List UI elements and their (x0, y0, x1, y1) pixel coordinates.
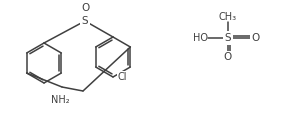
Text: O: O (81, 3, 89, 13)
Text: NH₂: NH₂ (51, 95, 69, 105)
Text: CH₃: CH₃ (219, 12, 237, 22)
Text: S: S (82, 16, 88, 26)
Text: O: O (251, 33, 259, 43)
Text: Cl: Cl (118, 72, 128, 82)
Text: S: S (225, 33, 231, 43)
Text: O: O (224, 52, 232, 62)
Text: HO: HO (192, 33, 207, 43)
